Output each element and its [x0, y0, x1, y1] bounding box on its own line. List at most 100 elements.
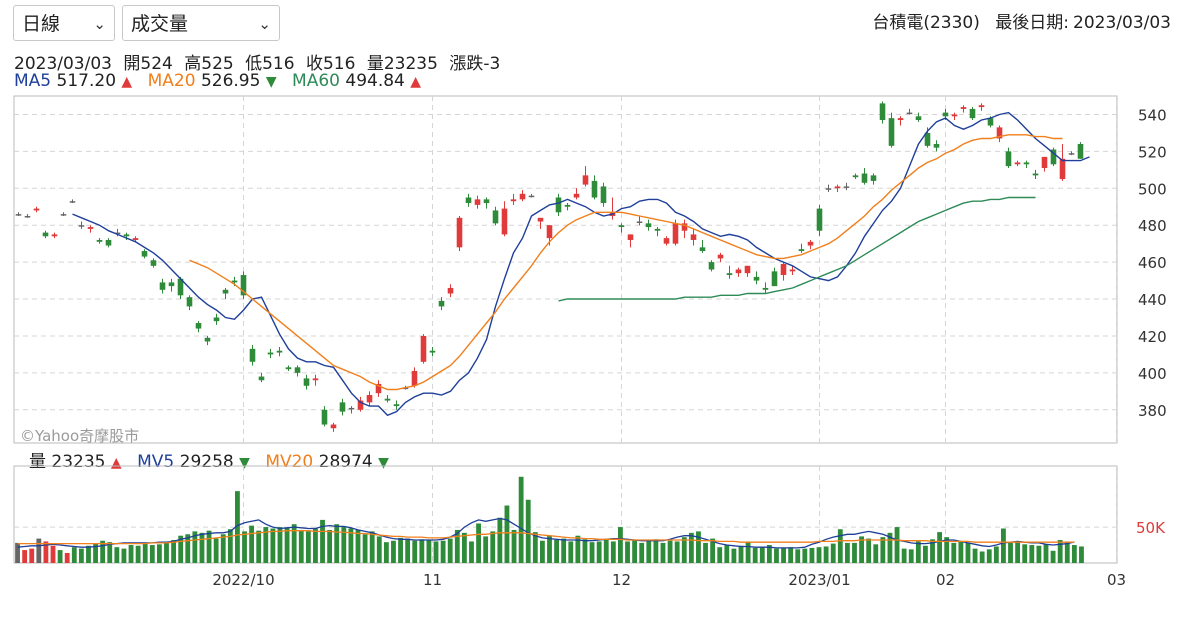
candle-body: [690, 234, 697, 240]
candle-body: [294, 367, 301, 373]
candle-body: [564, 204, 571, 207]
volume-bar: [213, 538, 219, 563]
candle-body: [420, 335, 427, 362]
mv5-legend: MV5 29258 ▼: [137, 452, 250, 472]
volume-bar: [156, 544, 162, 563]
candlesticks: [15, 101, 1084, 432]
volume-bar: [639, 542, 645, 563]
volume-bar: [57, 550, 63, 563]
volume-bar: [930, 539, 935, 563]
volume-bar: [149, 545, 155, 563]
volume-bar: [142, 543, 148, 563]
candle-body: [303, 378, 310, 386]
last-date: 2023/03/03: [1073, 13, 1171, 33]
volume-bar: [348, 528, 354, 563]
volume-bar: [1022, 544, 1028, 563]
volume-bar: [795, 549, 801, 563]
candle-body: [600, 186, 607, 204]
volume-bar: [461, 532, 467, 563]
candle-body: [357, 400, 364, 410]
candle-body: [24, 215, 31, 218]
volume-bar: [632, 540, 638, 563]
volume-bar: [547, 535, 552, 563]
volume-bar: [100, 540, 106, 563]
volume-bar: [1064, 541, 1070, 563]
ma20-legend: MA20 526.95 ▼: [148, 71, 277, 91]
candle-body: [726, 273, 733, 276]
mv5-label: MV5: [137, 452, 175, 472]
volume-bar: [844, 542, 850, 563]
candle-body: [825, 188, 832, 190]
volume-bar: [653, 539, 659, 563]
candle-body: [249, 348, 256, 362]
candle-body: [843, 186, 850, 188]
candle-body: [348, 407, 355, 410]
candle-body: [519, 193, 526, 200]
stock-name: 台積電(2330): [872, 13, 980, 33]
volume-bar: [454, 529, 460, 563]
candle-body: [906, 112, 913, 115]
candle-body: [483, 199, 490, 204]
candle-body: [105, 239, 112, 246]
volume-bar: [575, 535, 581, 563]
volume-bar: [483, 536, 489, 563]
candle-body: [888, 118, 895, 146]
indicator-select[interactable]: 成交量 ⌄: [122, 5, 280, 41]
candle-body: [159, 282, 166, 290]
volume-bar: [724, 545, 730, 563]
candle-body: [762, 287, 769, 290]
candle-body: [456, 217, 463, 248]
ma5-line: [72, 111, 1090, 417]
ohlc-info: 2023/03/03 開524 高525 低516 收516 量23235 漲跌…: [14, 49, 506, 74]
volume-bar: [171, 540, 176, 563]
period-select[interactable]: 日線 ⌄: [13, 5, 115, 41]
volume-bar: [816, 547, 822, 563]
volume-bar: [164, 542, 169, 563]
mv5-value: 29258: [179, 452, 234, 472]
volume-bar: [249, 525, 255, 563]
mv20-legend: MV20 28974 ▼: [265, 452, 389, 472]
volume-bar: [710, 538, 716, 563]
candle-body: [771, 271, 778, 287]
volume-bar: [880, 537, 886, 563]
x-tick-label: 03: [1107, 571, 1126, 589]
candle-body: [438, 300, 445, 307]
volume-bar: [908, 549, 914, 563]
volume-bar: [270, 528, 276, 563]
candle-body: [51, 234, 58, 237]
candle-body: [96, 239, 103, 242]
volume-bar: [121, 548, 127, 563]
volume-bar: [511, 529, 517, 563]
candle-body: [645, 223, 652, 228]
ohlc-low: 低516: [245, 54, 295, 74]
volume-bar: [263, 527, 269, 563]
volume-bar: [476, 523, 481, 563]
candle-body: [312, 378, 319, 381]
volume-bar: [419, 539, 425, 563]
volume-bar: [227, 529, 233, 563]
volume-bar: [185, 534, 191, 563]
candle-body: [978, 105, 985, 108]
volume-bar: [781, 547, 786, 563]
candle-body: [861, 173, 868, 183]
volume-bar: [752, 547, 758, 563]
volume-bar: [703, 542, 708, 563]
volume-bar: [823, 546, 829, 563]
price-frame: [13, 95, 1118, 444]
x-tick-label: 12: [612, 571, 631, 589]
candle-body: [60, 214, 67, 216]
volume-bar: [951, 542, 957, 563]
price-tick-label: 480: [1138, 217, 1167, 235]
stock-header: 台積電(2330) 最後日期: 2023/03/03: [862, 8, 1171, 33]
volume-bar: [1001, 528, 1006, 563]
last-date-label: 最後日期:: [995, 13, 1070, 33]
candle-body: [222, 289, 229, 294]
volume-bar: [561, 538, 567, 563]
volume-bar: [398, 537, 403, 563]
price-tick-label: 380: [1138, 402, 1167, 420]
volume-bar: [518, 476, 524, 563]
volume-bar: [688, 532, 694, 563]
ohlc-high: 高525: [184, 54, 234, 74]
candle-body: [654, 228, 661, 231]
